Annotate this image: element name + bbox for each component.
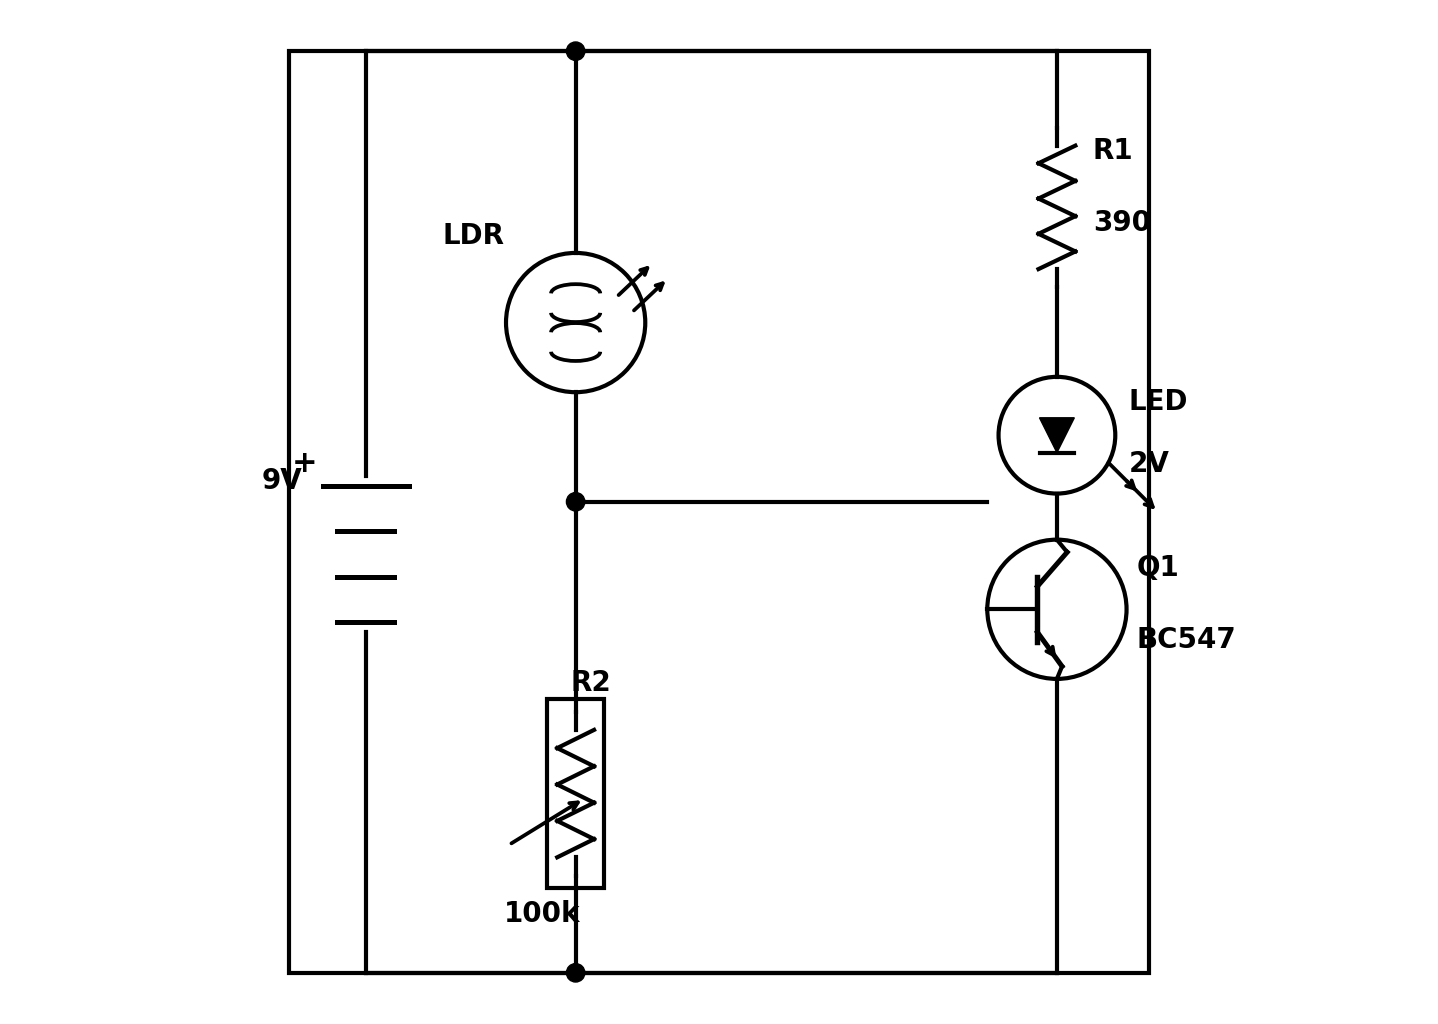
Text: Q1: Q1 (1137, 554, 1179, 583)
Text: LED: LED (1129, 388, 1188, 417)
Text: BC547: BC547 (1137, 626, 1237, 654)
Text: 100k: 100k (503, 900, 581, 929)
Circle shape (567, 964, 585, 982)
Circle shape (567, 42, 585, 60)
Text: +: + (292, 450, 318, 478)
Text: 2V: 2V (1129, 450, 1169, 478)
Text: 390: 390 (1093, 209, 1150, 237)
Circle shape (567, 493, 585, 511)
Bar (546, 699, 604, 888)
Polygon shape (1040, 418, 1074, 453)
Text: 9V: 9V (262, 467, 302, 496)
Text: R1: R1 (1093, 137, 1133, 165)
Text: R2: R2 (571, 669, 611, 697)
Text: LDR: LDR (443, 221, 505, 250)
Bar (289, 51, 1149, 973)
